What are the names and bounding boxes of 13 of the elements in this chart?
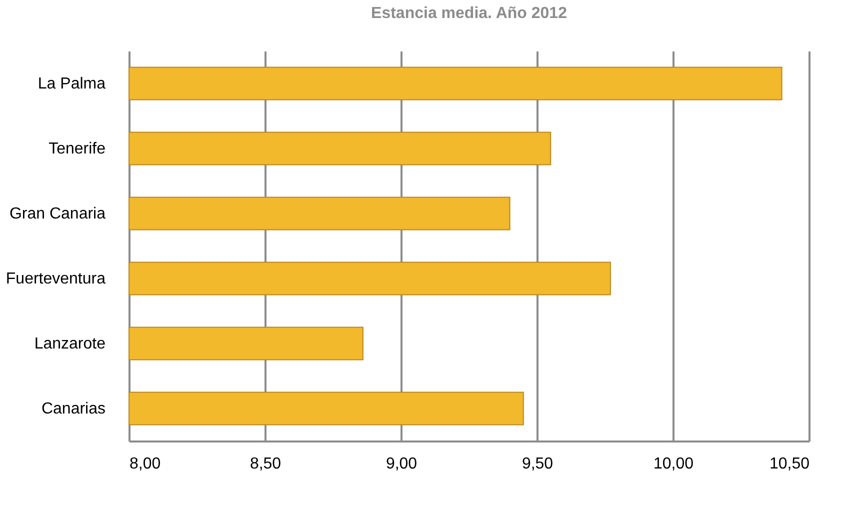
y-tick-label: Tenerife — [48, 140, 106, 158]
x-tick-label: 10,00 — [653, 456, 694, 472]
y-tick-label: Lanzarote — [34, 336, 106, 352]
y-tick-label: Gran Canaria — [9, 206, 106, 222]
x-tick-label: 8,50 — [250, 456, 282, 472]
y-tick-label: Fuerteventura — [6, 270, 106, 288]
y-tick-label: Canarias — [41, 400, 106, 418]
x-tick-label: 8,00 — [130, 456, 161, 472]
x-tick-label: 10,50 — [769, 456, 810, 472]
x-tick-label: 9,50 — [522, 456, 554, 472]
y-tick-label: La Palma — [38, 76, 106, 92]
chart-title: Estancia media. Año 2012 — [371, 5, 568, 22]
x-tick-label: 9,00 — [386, 456, 418, 472]
